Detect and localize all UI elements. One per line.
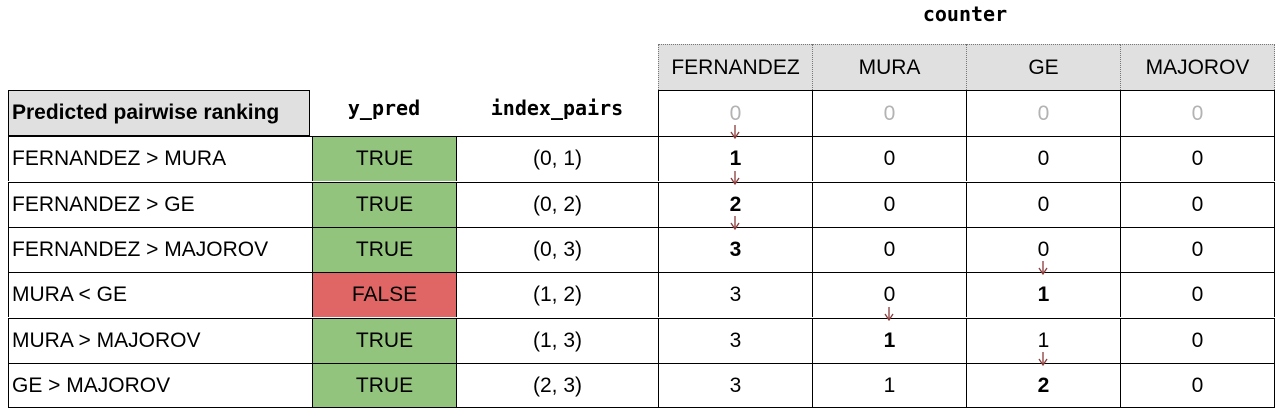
counter-cell: 3 — [658, 318, 812, 363]
counter-col-header-ge: GE — [966, 44, 1120, 90]
ranking-cell: FERNANDEZ > MURA — [8, 136, 312, 181]
counter-initial-cell: 0 — [966, 90, 1120, 136]
counter-cell: 1 — [966, 318, 1120, 363]
ranking-cell: MURA < GE — [8, 272, 312, 317]
header-index-pairs: index_pairs — [490, 96, 624, 120]
counter-cell: 3 — [658, 227, 812, 272]
counter-col-header-fernandez: FERNANDEZ — [658, 44, 812, 90]
y-pred-cell: TRUE — [312, 136, 456, 181]
header-predicted-ranking: Predicted pairwise ranking — [8, 90, 310, 136]
y-pred-cell: FALSE — [312, 272, 456, 317]
counter-cell: 0 — [1120, 318, 1275, 363]
counter-initial-cell: 0 — [812, 90, 966, 136]
counter-cell: 0 — [812, 136, 966, 181]
counter-cell: 0 — [966, 136, 1120, 181]
index-pair-cell: (0, 1) — [456, 136, 658, 181]
counter-cell: 1 — [812, 318, 966, 363]
ranking-cell: GE > MAJOROV — [8, 363, 312, 408]
index-pair-cell: (0, 3) — [456, 227, 658, 272]
counter-cell: 3 — [658, 363, 812, 408]
ranking-cell: FERNANDEZ > MAJOROV — [8, 227, 312, 272]
counter-cell: 0 — [812, 182, 966, 227]
index-pair-cell: (1, 3) — [456, 318, 658, 363]
counter-cell: 1 — [812, 363, 966, 408]
counter-cell: 0 — [966, 182, 1120, 227]
counter-cell: 1 — [658, 136, 812, 181]
counter-cell: 0 — [1120, 182, 1275, 227]
counter-cell: 0 — [1120, 272, 1275, 317]
counter-cell: 3 — [658, 272, 812, 317]
counter-col-header-mura: MURA — [812, 44, 966, 90]
y-pred-cell: TRUE — [312, 318, 456, 363]
counter-cell: 0 — [1120, 363, 1275, 408]
counter-title: counter — [922, 2, 1008, 26]
counter-cell: 1 — [966, 272, 1120, 317]
ranking-cell: MURA > MAJOROV — [8, 318, 312, 363]
counter-cell: 0 — [1120, 227, 1275, 272]
counter-cell: 2 — [966, 363, 1120, 408]
y-pred-cell: TRUE — [312, 182, 456, 227]
counter-cell: 0 — [1120, 136, 1275, 181]
index-pair-cell: (1, 2) — [456, 272, 658, 317]
counter-initial-cell: 0 — [658, 90, 812, 136]
counter-cell: 0 — [966, 227, 1120, 272]
counter-cell: 0 — [812, 227, 966, 272]
header-y-pred: y_pred — [347, 96, 421, 120]
y-pred-cell: TRUE — [312, 363, 456, 408]
index-pair-cell: (2, 3) — [456, 363, 658, 408]
counter-cell: 2 — [658, 182, 812, 227]
y-pred-cell: TRUE — [312, 227, 456, 272]
ranking-cell: FERNANDEZ > GE — [8, 182, 312, 227]
counter-initial-cell: 0 — [1120, 90, 1275, 136]
counter-col-header-majorov: MAJOROV — [1120, 44, 1275, 90]
counter-cell: 0 — [812, 272, 966, 317]
index-pair-cell: (0, 2) — [456, 182, 658, 227]
